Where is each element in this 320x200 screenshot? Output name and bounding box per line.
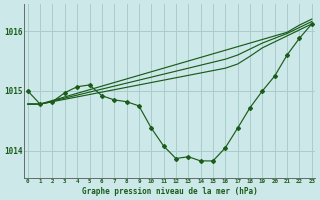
X-axis label: Graphe pression niveau de la mer (hPa): Graphe pression niveau de la mer (hPa) xyxy=(82,187,258,196)
